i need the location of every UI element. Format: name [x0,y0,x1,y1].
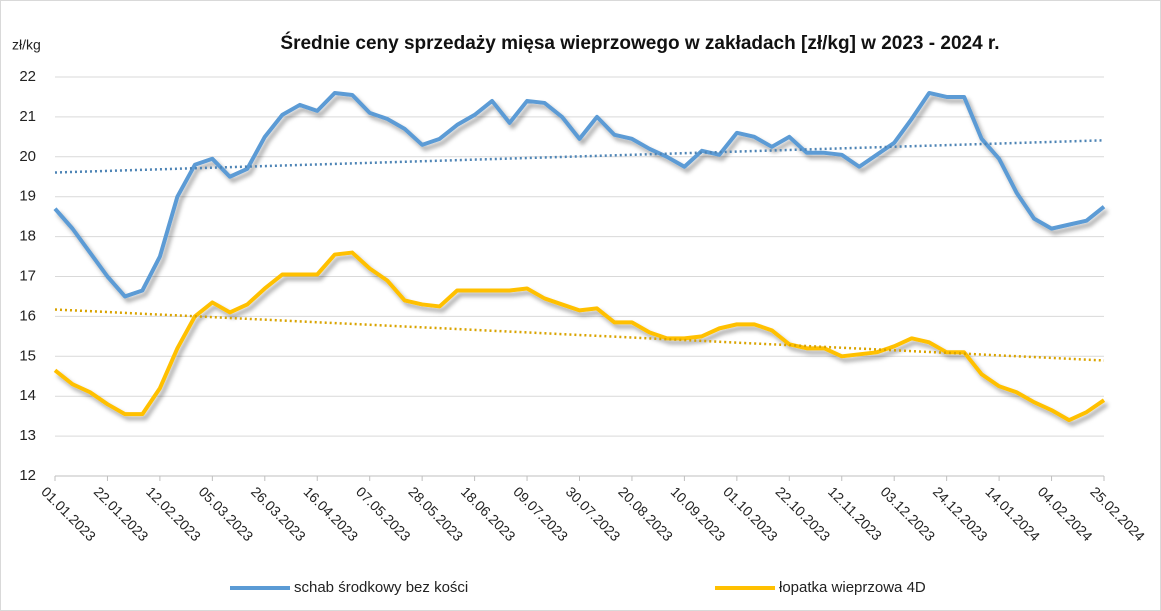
y-tick-label: 12 [19,467,36,484]
y-axis-label: zł/kg [12,37,41,53]
y-tick-label: 17 [19,267,36,284]
trendline [54,308,1105,362]
y-tick-label: 13 [19,427,36,444]
y-tick-label: 16 [19,307,36,324]
chart-title: Średnie ceny sprzedaży mięsa wieprzowego… [280,32,999,54]
legend-label: łopatka wieprzowa 4D [779,579,926,596]
series-line [53,250,1106,423]
y-tick-label: 14 [19,387,36,404]
y-tick-label: 22 [19,68,36,85]
series-line [53,90,1106,299]
legend-label: schab środkowy bez kości [294,579,468,596]
y-tick-label: 19 [19,188,36,205]
y-tick-label: 21 [19,108,36,125]
y-tick-label: 20 [19,148,36,165]
y-tick-label: 15 [19,347,36,364]
y-tick-label: 18 [19,228,36,245]
